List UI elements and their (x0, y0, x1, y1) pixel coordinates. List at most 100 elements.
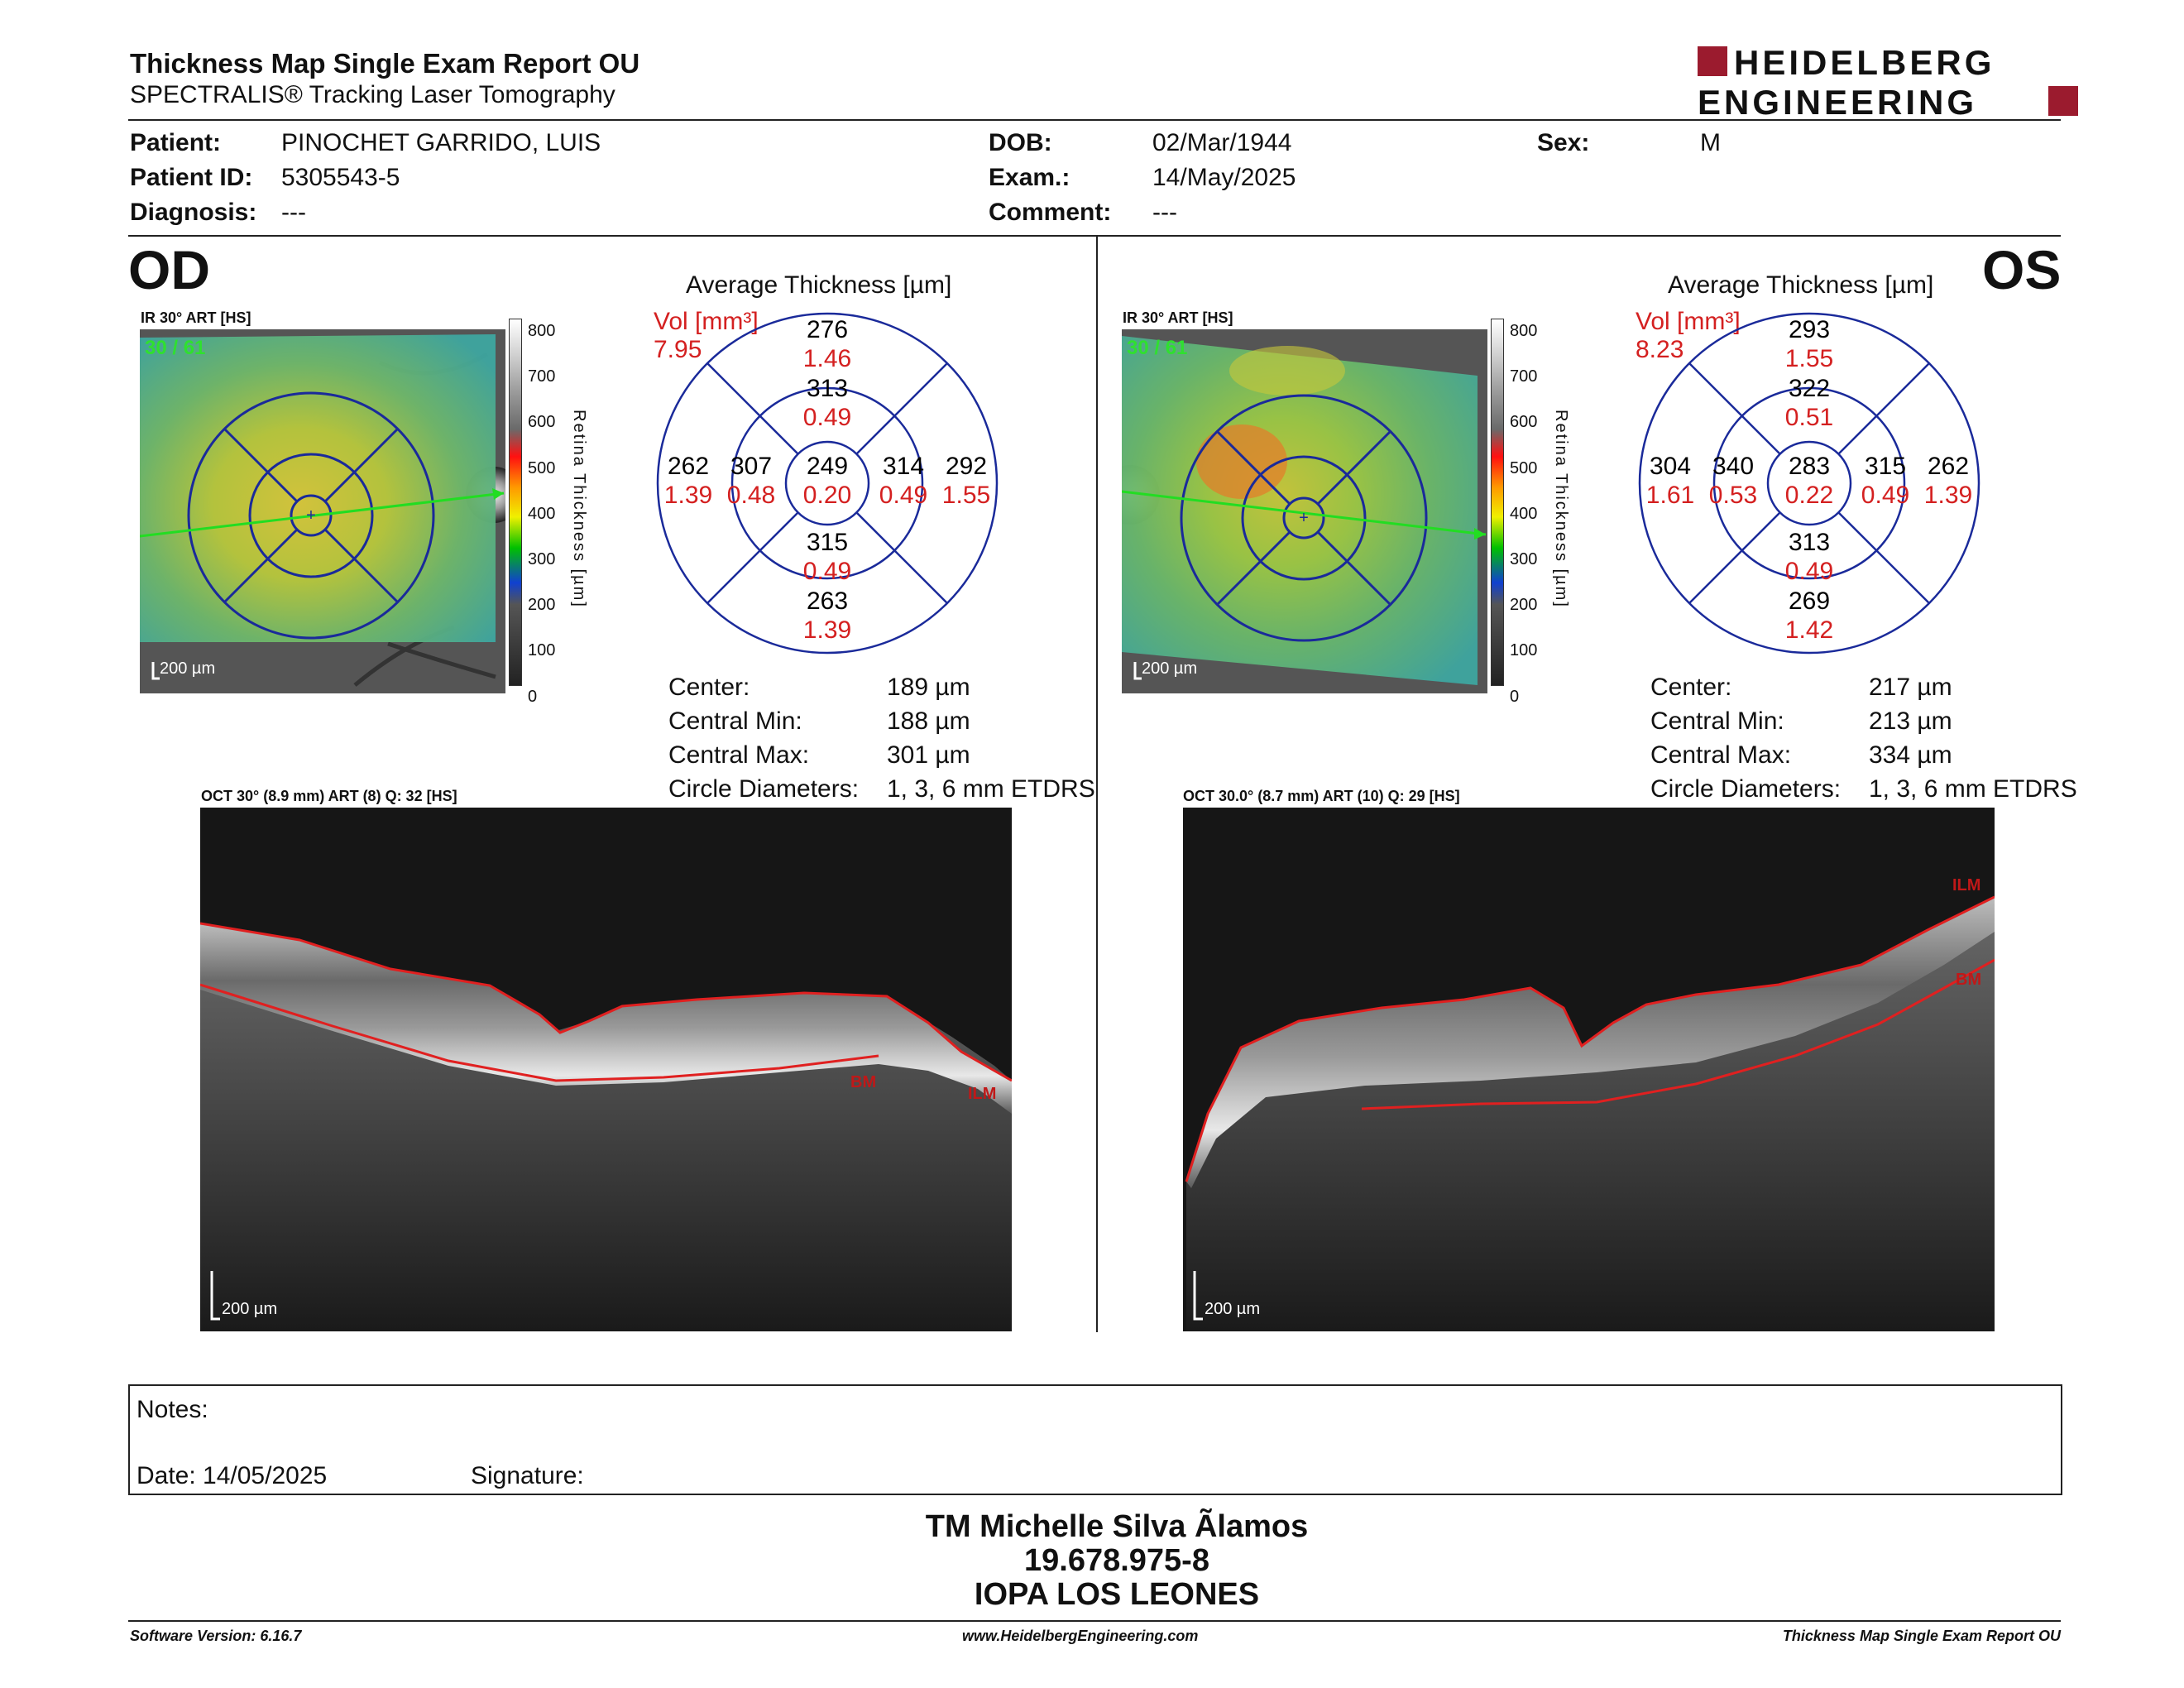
os-stats-labels: Center: Central Min: Central Max: Circle… (1650, 670, 1841, 806)
os-etdrs-chart: 293 1.55 322 0.51 304 1.61 340 0.53 283 … (1638, 312, 1980, 655)
od-inner-right-volume: 0.49 (879, 482, 927, 509)
signature-block: TM Michelle Silva Ãlamos 19.678.975-8 IO… (0, 1509, 2184, 1613)
signer-name: TM Michelle Silva Ãlamos (925, 1509, 1309, 1544)
od-colorbar-title: Retina Thickness [µm] (570, 410, 588, 608)
dob-label: DOB: (989, 129, 1052, 156)
os-colorbar (1491, 319, 1504, 686)
od-inner-bottom-volume: 0.49 (803, 558, 851, 585)
diagnosis-label: Diagnosis: (130, 199, 257, 226)
od-outer-bottom-thickness: 263 (807, 587, 848, 615)
patient-id-label: Patient ID: (130, 164, 253, 191)
exam-label: Exam.: (989, 164, 1070, 191)
os-outer-right-volume: 1.39 (1924, 482, 1972, 509)
os-vol-value: 8.23 (1636, 336, 1684, 363)
header-rule-top (128, 119, 2061, 121)
os-center-volume: 0.22 (1785, 482, 1833, 509)
od-center-volume: 0.20 (803, 482, 851, 509)
os-fundus-scale: 200 µm (1142, 659, 1197, 678)
od-stats-values: 189 µm 188 µm 301 µm 1, 3, 6 mm ETDRS (887, 670, 1095, 806)
os-center-thickness: 283 (1789, 453, 1830, 480)
od-inner-left-volume: 0.48 (727, 482, 775, 509)
od-avg-thickness-title: Average Thickness [µm] (686, 271, 952, 299)
od-center-thickness: 249 (807, 453, 848, 480)
od-outer-top-thickness: 276 (807, 316, 848, 343)
os-fundus-thickness-map: + 30 / 61 200 µm (1122, 329, 1487, 693)
od-vol-label: Vol [mm³] (654, 308, 759, 335)
os-outer-top-thickness: 293 (1789, 316, 1830, 343)
os-max-label: Central Max: (1650, 741, 1792, 769)
os-bm-label: BM (1956, 971, 1981, 989)
notes-label: Notes: (136, 1396, 208, 1423)
od-min-label: Central Min: (668, 707, 802, 735)
os-diam-label: Circle Diameters: (1650, 775, 1842, 803)
os-oct-scale: 200 µm (1205, 1300, 1260, 1318)
os-outer-left-thickness: 304 (1650, 453, 1691, 480)
od-inner-bottom-thickness: 315 (807, 529, 848, 556)
os-inner-bottom-volume: 0.49 (1785, 558, 1833, 585)
od-min-value: 188 µm (887, 707, 970, 735)
od-diam-label: Circle Diameters: (668, 775, 860, 803)
sex-label: Sex: (1537, 129, 1590, 156)
os-oct-bscan: ILM BM 200 µm (1183, 808, 1995, 1331)
os-outer-right-thickness: 262 (1928, 453, 1969, 480)
eye-divider (1096, 237, 1098, 1332)
od-oct-bscan: BM ILM 200 µm (200, 808, 1012, 1331)
os-vol-label: Vol [mm³] (1636, 308, 1741, 335)
software-version: Software Version: 6.16.7 (130, 1628, 302, 1644)
os-outer-top-volume: 1.55 (1785, 345, 1833, 372)
od-ilm-label: ILM (968, 1085, 996, 1103)
od-inner-top-thickness: 313 (807, 375, 848, 402)
sex-value: M (1700, 129, 1721, 156)
od-inner-right-thickness: 314 (883, 453, 924, 480)
heidelberg-logo: HEIDELBERG ENGINEERING (1698, 45, 2078, 119)
svg-text:+: + (1299, 509, 1309, 527)
od-ir-label: IR 30° ART [HS] (141, 309, 251, 326)
os-inner-top-thickness: 322 (1789, 375, 1830, 402)
footer-rule (128, 1620, 2061, 1622)
od-center-value: 189 µm (887, 674, 970, 701)
os-inner-top-volume: 0.51 (1785, 404, 1833, 431)
od-colorbar (509, 319, 522, 686)
os-avg-thickness-title: Average Thickness [µm] (1668, 271, 1934, 299)
report-title: Thickness Map Single Exam Report OU (130, 48, 640, 79)
os-outer-bottom-volume: 1.42 (1785, 616, 1833, 644)
dob-value: 02/Mar/1944 (1152, 129, 1292, 156)
od-inner-top-volume: 0.49 (803, 404, 851, 431)
comment-label: Comment: (989, 199, 1112, 226)
os-frame-counter: 30 / 61 (1127, 337, 1187, 359)
os-min-value: 213 µm (1869, 707, 1952, 735)
od-bm-label: BM (850, 1073, 876, 1091)
od-fundus-thickness-map: + 30 / 61 200 µm (140, 329, 505, 693)
od-outer-top-volume: 1.46 (803, 345, 851, 372)
od-outer-right-volume: 1.55 (942, 482, 990, 509)
od-outer-bottom-volume: 1.39 (803, 616, 851, 644)
os-inner-right-thickness: 315 (1865, 453, 1906, 480)
logo-text-line2: ENGINEERING (1698, 83, 1977, 119)
notes-box[interactable]: Notes: Date: 14/05/2025 Signature: (128, 1384, 2062, 1495)
od-outer-left-thickness: 262 (668, 453, 709, 480)
os-vol: Vol [mm³] 8.23 (1636, 308, 1741, 364)
os-ilm-label: ILM (1952, 876, 1980, 894)
od-max-value: 301 µm (887, 741, 970, 769)
svg-text:+: + (306, 506, 316, 525)
exam-value: 14/May/2025 (1152, 164, 1296, 191)
od-oct-scale: 200 µm (222, 1300, 277, 1318)
patient-name: PINOCHET GARRIDO, LUIS (281, 129, 601, 156)
od-max-label: Central Max: (668, 741, 810, 769)
os-max-value: 334 µm (1869, 741, 1952, 769)
od-oct-label: OCT 30° (8.9 mm) ART (8) Q: 32 [HS] (201, 788, 457, 804)
od-inner-left-thickness: 307 (730, 453, 772, 480)
comment-value: --- (1152, 199, 1177, 226)
patient-label: Patient: (130, 129, 222, 156)
report-subtitle: SPECTRALIS® Tracking Laser Tomography (130, 81, 615, 108)
os-center-label: Center: (1650, 674, 1732, 701)
od-outer-left-volume: 1.39 (664, 482, 712, 509)
footer-report-name: Thickness Map Single Exam Report OU (1782, 1628, 2061, 1644)
od-center-label: Center: (668, 674, 750, 701)
os-stats-values: 217 µm 213 µm 334 µm 1, 3, 6 mm ETDRS (1869, 670, 2077, 806)
os-colorbar-title: Retina Thickness [µm] (1552, 410, 1570, 608)
od-vol: Vol [mm³] 7.95 (654, 308, 759, 364)
od-etdrs-chart: 276 1.46 313 0.49 262 1.39 307 0.48 249 … (656, 312, 999, 655)
os-outer-bottom-thickness: 269 (1789, 587, 1830, 615)
website-link[interactable]: www.HeidelbergEngineering.com (962, 1628, 1199, 1644)
